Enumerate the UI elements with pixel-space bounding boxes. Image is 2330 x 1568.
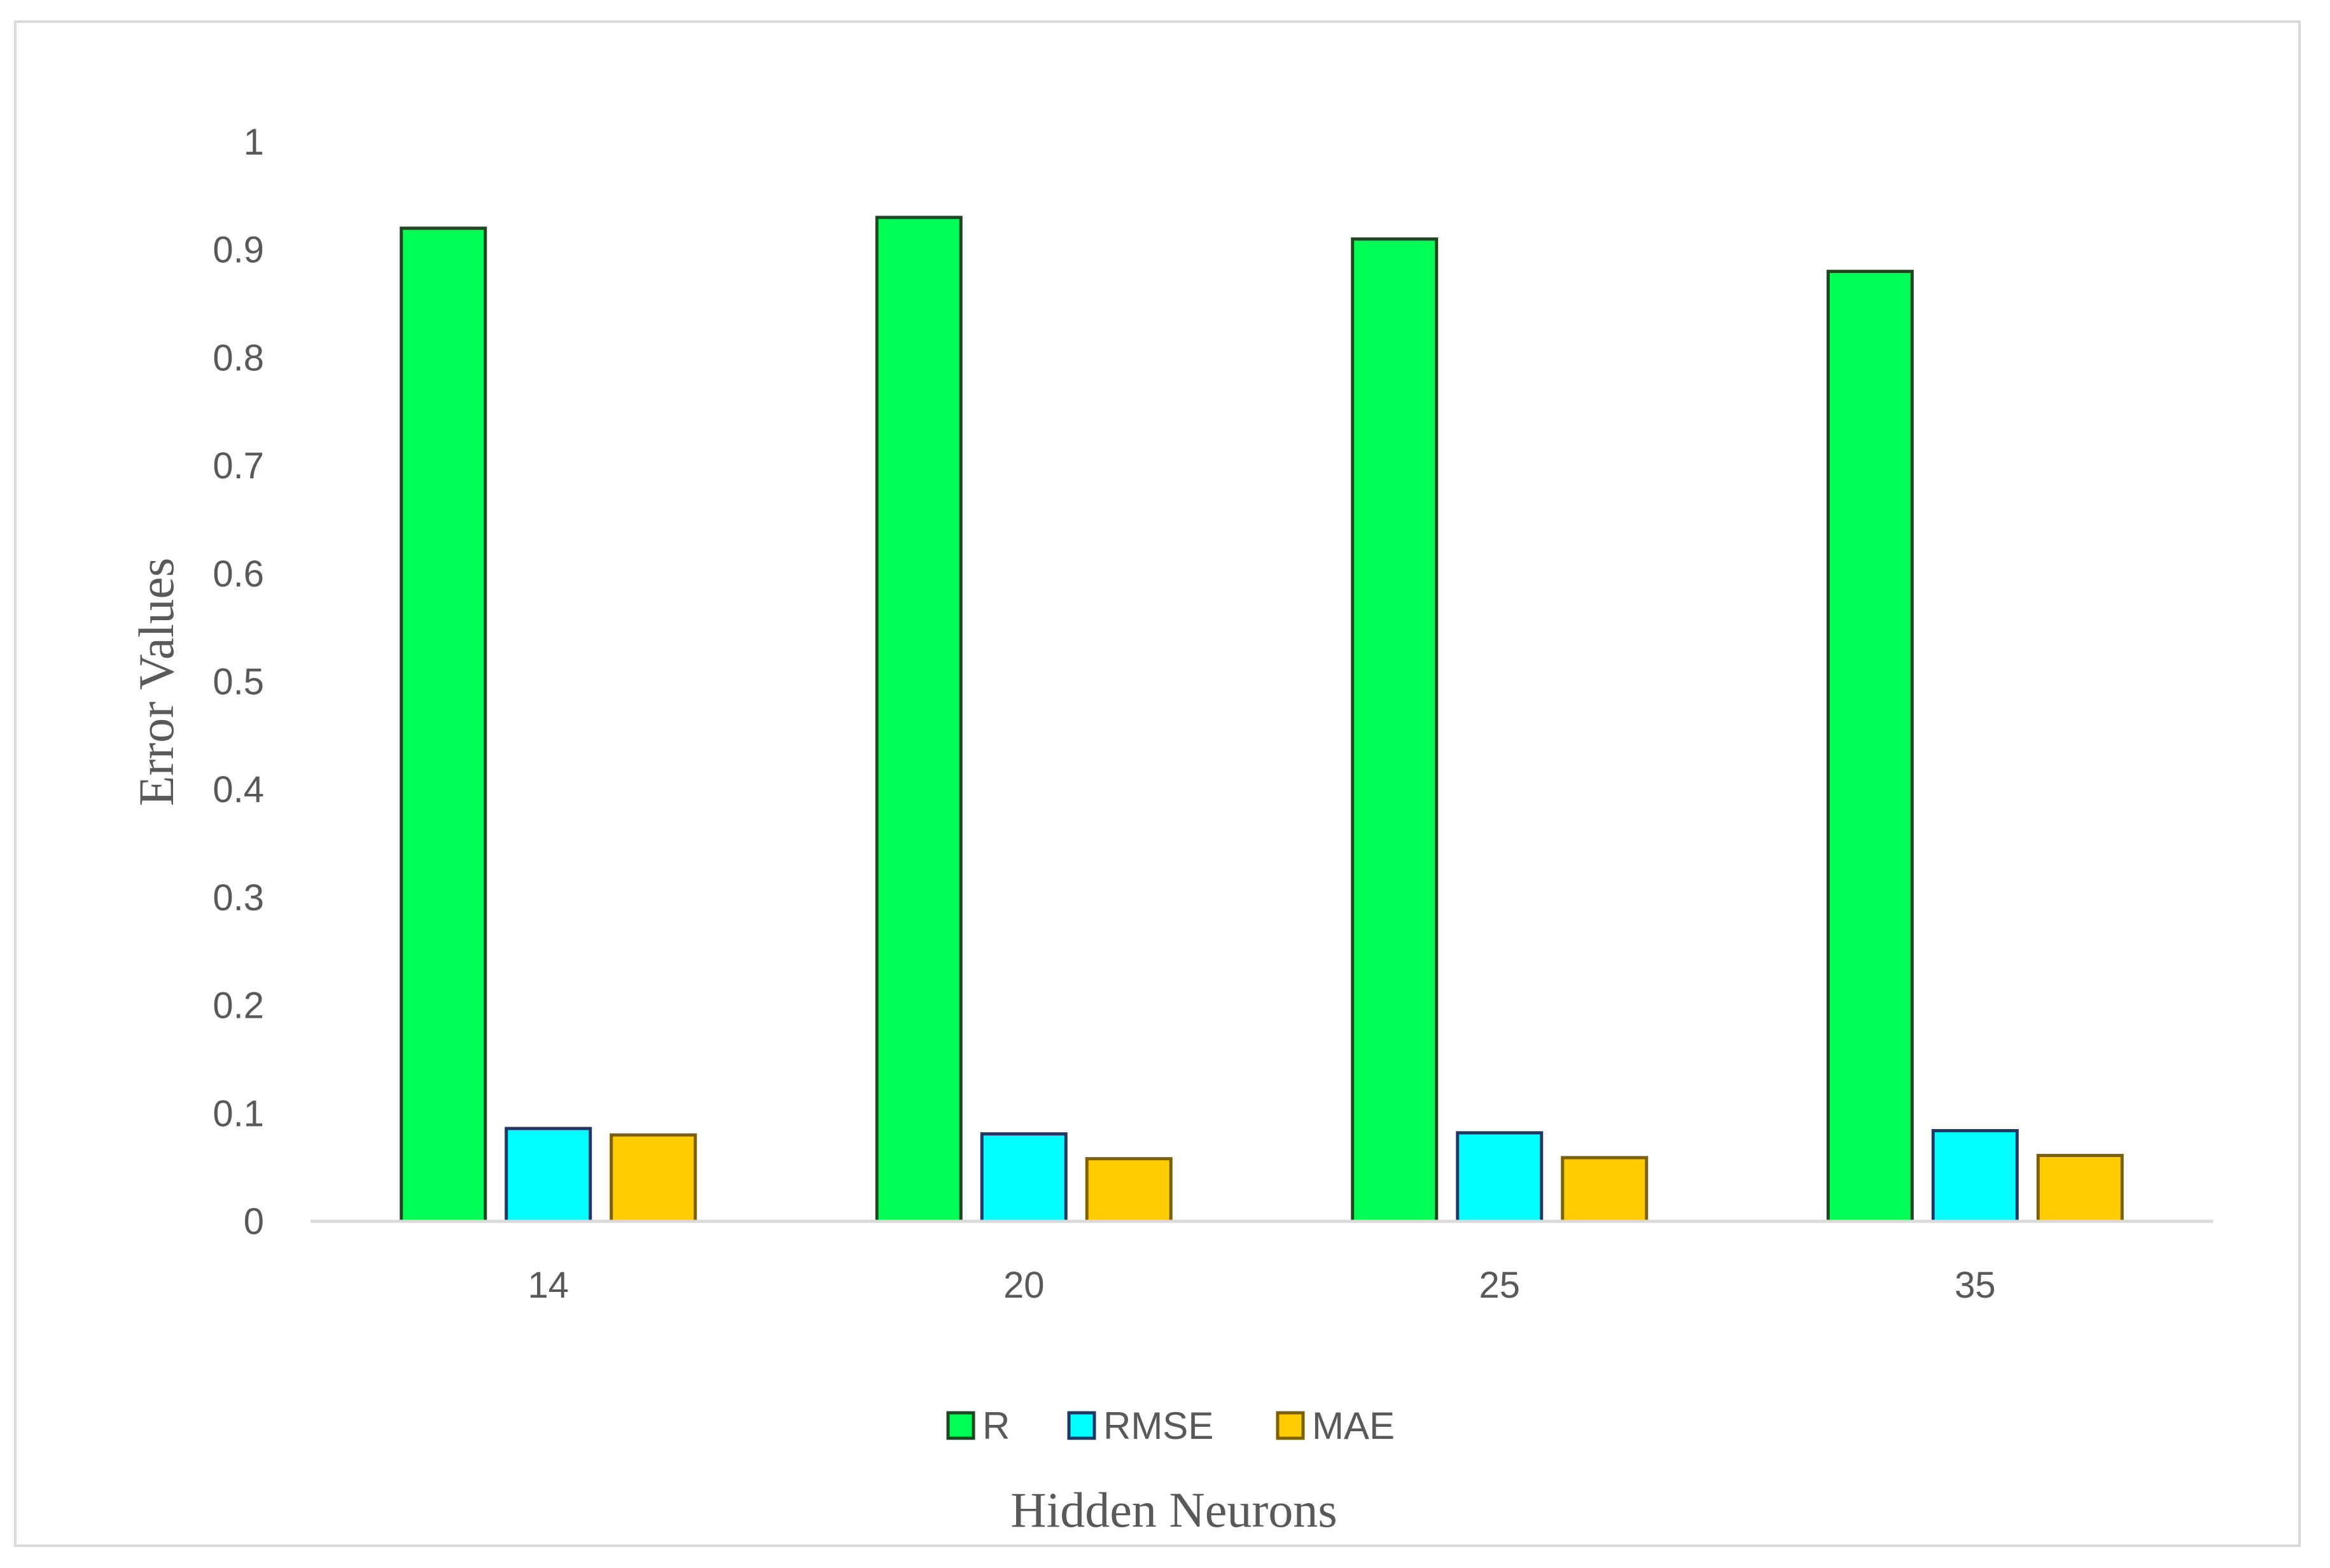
bar-r-14 xyxy=(400,226,487,1223)
y-tick-label: 1 xyxy=(244,121,264,163)
bar-r-20 xyxy=(875,216,963,1223)
x-tick-label: 14 xyxy=(527,1265,569,1306)
bar-rmse-20 xyxy=(980,1132,1068,1223)
y-tick-label: 0.7 xyxy=(213,445,264,487)
legend-swatch-rmse xyxy=(1067,1411,1096,1440)
y-tick-label: 0.1 xyxy=(213,1093,264,1134)
bar-rmse-14 xyxy=(505,1127,592,1223)
y-tick-label: 0.5 xyxy=(213,662,264,703)
bar-rmse-25 xyxy=(1456,1131,1544,1223)
x-tick-label: 35 xyxy=(1955,1265,1996,1306)
y-tick-label: 0.8 xyxy=(213,337,264,378)
y-tick-label: 0.6 xyxy=(213,553,264,595)
chart-frame xyxy=(14,20,2301,1547)
x-tick-label: 25 xyxy=(1479,1265,1520,1306)
y-tick-label: 0 xyxy=(244,1201,264,1242)
legend-label-rmse: RMSE xyxy=(1103,1405,1213,1447)
x-tick-label: 20 xyxy=(1003,1265,1045,1306)
bar-rmse-35 xyxy=(1931,1128,2019,1223)
y-tick-label: 0.2 xyxy=(213,985,264,1027)
y-tick-label: 0.9 xyxy=(213,230,264,271)
x-axis-title: Hidden Neurons xyxy=(1010,1482,1337,1537)
bar-mae-25 xyxy=(1561,1156,1649,1223)
bar-mae-14 xyxy=(610,1133,697,1223)
legend-label-mae: MAE xyxy=(1312,1405,1395,1447)
bar-r-35 xyxy=(1826,270,1914,1223)
legend-swatch-mae xyxy=(1276,1411,1305,1440)
bar-mae-35 xyxy=(2036,1153,2124,1223)
bar-r-25 xyxy=(1351,237,1439,1223)
x-axis-ticks: 14 20 25 35 xyxy=(527,1265,1995,1306)
legend-swatch-r xyxy=(946,1411,975,1440)
bar-mae-20 xyxy=(1085,1157,1173,1223)
bars xyxy=(400,216,2124,1223)
legend-label-r: R xyxy=(982,1405,1010,1447)
y-axis-title: Error Values xyxy=(129,558,184,807)
y-tick-label: 0.3 xyxy=(213,877,264,919)
y-axis-ticks: 0 0.1 0.2 0.3 0.4 0.5 0.6 0.7 0.8 0.9 1 xyxy=(213,121,264,1242)
legend: R RMSE MAE xyxy=(946,1405,1395,1447)
y-tick-label: 0.4 xyxy=(213,769,264,810)
